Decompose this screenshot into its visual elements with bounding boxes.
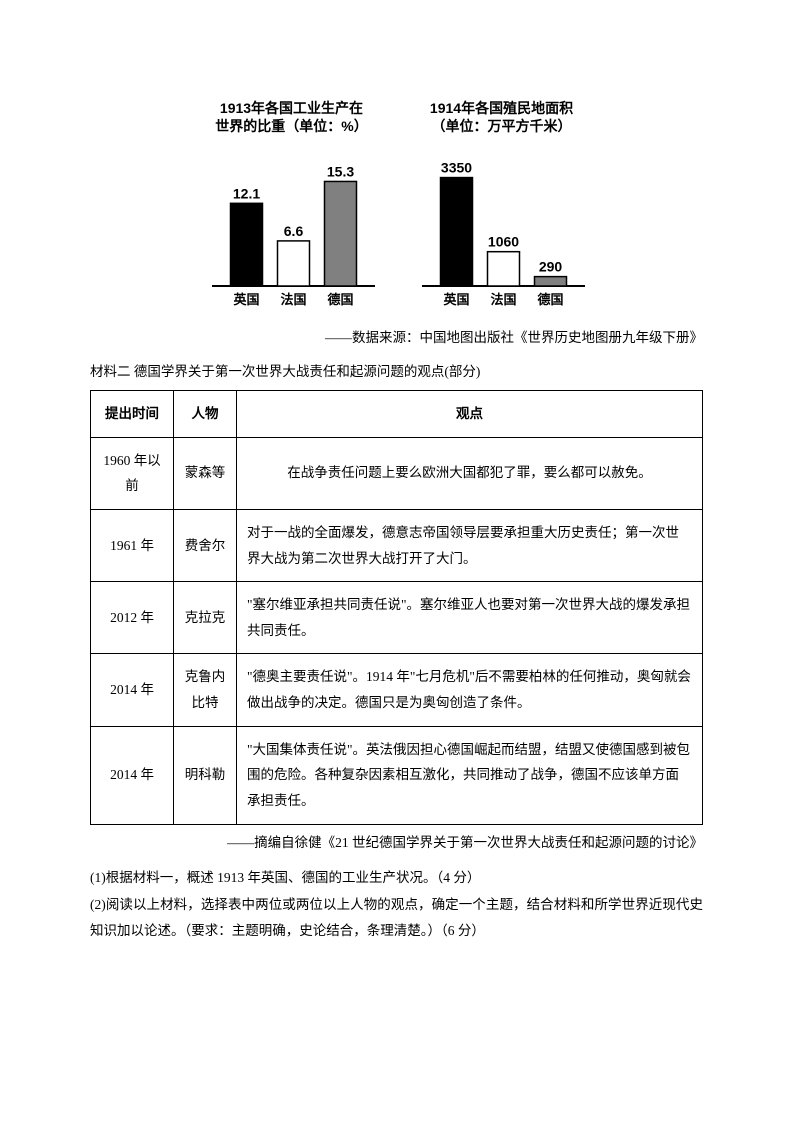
cell-view: "大国集体责任说"。英法俄因担心德国崛起而结盟，结盟又使德国感到被包围的危险。各…: [237, 726, 703, 824]
cell-view: 对于一战的全面爆发，德意志帝国领导层要承担重大历史责任；第一次世界大战为第二次世…: [237, 509, 703, 581]
bar: [231, 203, 263, 286]
bar-value: 15.3: [327, 163, 354, 179]
bar-value: 12.1: [233, 185, 260, 201]
chart-2-title: 1914年各国殖民地面积 （单位：万平方千米）: [430, 100, 573, 135]
cell-time: 2014 年: [91, 654, 174, 726]
col-view: 观点: [237, 391, 703, 438]
cell-view: 在战争责任问题上要么欧洲大国都犯了罪，要么都可以赦免。: [237, 437, 703, 509]
cell-time: 1960 年以前: [91, 437, 174, 509]
chart-2-svg: 3350 英国 1060 法国 290 德国: [414, 141, 589, 316]
cell-person: 蒙森等: [174, 437, 237, 509]
cell-time: 2014 年: [91, 726, 174, 824]
bar-value: 1060: [488, 234, 519, 250]
bar-category: 法国: [280, 292, 306, 307]
material2-label: 材料二 德国学界关于第一次世界大战责任和起源问题的观点(部分): [90, 360, 703, 380]
bar: [488, 252, 520, 286]
table-row: 2014 年明科勒"大国集体责任说"。英法俄因担心德国崛起而结盟，结盟又使德国感…: [91, 726, 703, 824]
viewpoints-table: 提出时间 人物 观点 1960 年以前蒙森等在战争责任问题上要么欧洲大国都犯了罪…: [90, 390, 703, 825]
table-header-row: 提出时间 人物 观点: [91, 391, 703, 438]
charts-container: 1913年各国工业生产在 世界的比重（单位：%） 12.1 英国 6.6 法国 15.3…: [90, 100, 703, 316]
page: 1913年各国工业生产在 世界的比重（单位：%） 12.1 英国 6.6 法国 15.3…: [0, 0, 793, 1122]
bar-category: 英国: [232, 292, 259, 307]
cell-person: 明科勒: [174, 726, 237, 824]
cell-person: 克鲁内比特: [174, 654, 237, 726]
bar: [325, 181, 357, 286]
table-row: 1961 年费舍尔对于一战的全面爆发，德意志帝国领导层要承担重大历史责任；第一次…: [91, 509, 703, 581]
bar-category: 德国: [327, 292, 353, 307]
chart-1-svg: 12.1 英国 6.6 法国 15.3 德国: [204, 141, 379, 316]
cell-view: "德奥主要责任说"。1914 年"七月危机"后不需要柏林的任何推动，奥匈就会做出…: [237, 654, 703, 726]
source-line: ——数据来源：中国地图出版社《世界历史地图册九年级下册》: [90, 326, 703, 346]
table-row: 2014 年克鲁内比特"德奥主要责任说"。1914 年"七月危机"后不需要柏林的…: [91, 654, 703, 726]
cell-time: 2012 年: [91, 582, 174, 654]
bar: [535, 277, 567, 286]
bar-value: 290: [539, 259, 563, 275]
cell-person: 费舍尔: [174, 509, 237, 581]
cell-time: 1961 年: [91, 509, 174, 581]
bar-value: 3350: [441, 160, 472, 176]
bar-category: 德国: [537, 292, 563, 307]
table-row: 1960 年以前蒙森等在战争责任问题上要么欧洲大国都犯了罪，要么都可以赦免。: [91, 437, 703, 509]
cite-line: ——摘编自徐健《21 世纪德国学界关于第一次世界大战责任和起源问题的讨论》: [90, 831, 703, 851]
bar: [278, 241, 310, 286]
chart-1: 1913年各国工业生产在 世界的比重（单位：%） 12.1 英国 6.6 法国 15.3…: [204, 100, 379, 316]
cell-view: "塞尔维亚承担共同责任说"。塞尔维亚人也要对第一次世界大战的爆发承担共同责任。: [237, 582, 703, 654]
col-person: 人物: [174, 391, 237, 438]
chart-1-title: 1913年各国工业生产在 世界的比重（单位：%）: [215, 100, 367, 135]
col-time: 提出时间: [91, 391, 174, 438]
chart-2: 1914年各国殖民地面积 （单位：万平方千米） 3350 英国 1060 法国 290 德…: [414, 100, 589, 316]
bar: [441, 178, 473, 286]
bar-category: 法国: [490, 292, 516, 307]
bar-category: 英国: [442, 292, 469, 307]
cell-person: 克拉克: [174, 582, 237, 654]
question-1: (1)根据材料一，概述 1913 年英国、德国的工业生产状况。（4 分）: [90, 865, 703, 891]
bar-value: 6.6: [284, 223, 304, 239]
question-2: (2)阅读以上材料，选择表中两位或两位以上人物的观点，确定一个主题，结合材料和所…: [90, 892, 703, 943]
table-row: 2012 年克拉克"塞尔维亚承担共同责任说"。塞尔维亚人也要对第一次世界大战的爆…: [91, 582, 703, 654]
